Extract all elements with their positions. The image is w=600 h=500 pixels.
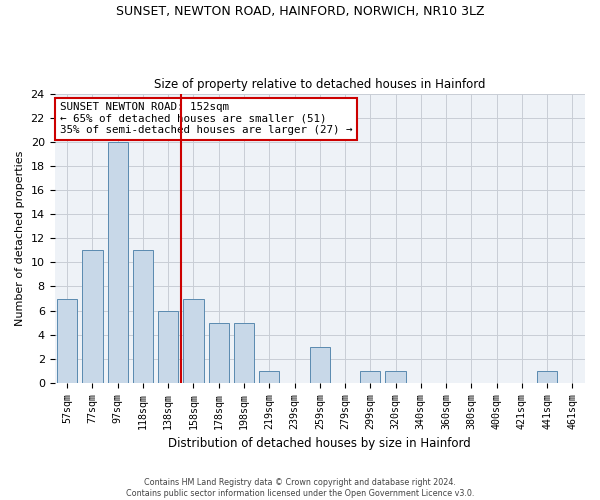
Bar xyxy=(234,322,254,383)
Bar xyxy=(259,371,280,383)
Bar xyxy=(133,250,153,383)
Bar xyxy=(158,310,178,383)
X-axis label: Distribution of detached houses by size in Hainford: Distribution of detached houses by size … xyxy=(169,437,471,450)
Bar xyxy=(82,250,103,383)
Bar xyxy=(107,142,128,383)
Bar xyxy=(537,371,557,383)
Bar xyxy=(310,347,330,383)
Text: SUNSET NEWTON ROAD: 152sqm
← 65% of detached houses are smaller (51)
35% of semi: SUNSET NEWTON ROAD: 152sqm ← 65% of deta… xyxy=(60,102,352,136)
Y-axis label: Number of detached properties: Number of detached properties xyxy=(15,150,25,326)
Bar xyxy=(184,298,203,383)
Bar xyxy=(360,371,380,383)
Text: Contains HM Land Registry data © Crown copyright and database right 2024.
Contai: Contains HM Land Registry data © Crown c… xyxy=(126,478,474,498)
Title: Size of property relative to detached houses in Hainford: Size of property relative to detached ho… xyxy=(154,78,485,91)
Bar xyxy=(385,371,406,383)
Text: SUNSET, NEWTON ROAD, HAINFORD, NORWICH, NR10 3LZ: SUNSET, NEWTON ROAD, HAINFORD, NORWICH, … xyxy=(116,5,484,18)
Bar xyxy=(57,298,77,383)
Bar xyxy=(209,322,229,383)
